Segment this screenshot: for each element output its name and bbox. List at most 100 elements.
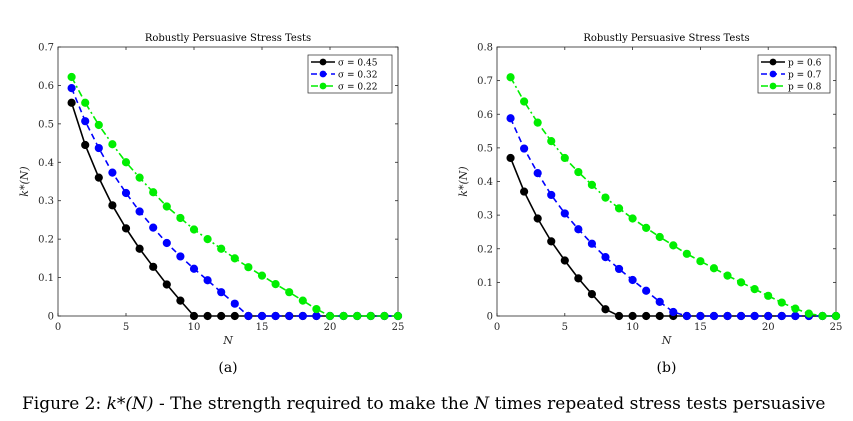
legend-label: p = 0.8 [788, 83, 822, 93]
y-axis-label: k*(N) [457, 166, 470, 196]
data-point [189, 264, 199, 273]
data-point [312, 311, 321, 321]
data-point [533, 214, 542, 223]
series-2 [506, 73, 841, 321]
series-line [70, 102, 398, 317]
data-point [353, 311, 362, 321]
data-point [764, 311, 773, 321]
legend-swatch-marker [319, 82, 327, 90]
data-point [162, 280, 171, 289]
y-axis-label: k*(N) [18, 166, 31, 196]
data-point [520, 144, 529, 153]
legend-swatch-marker [769, 70, 777, 78]
x-tick-label: 25 [830, 322, 843, 333]
data-point [244, 311, 253, 321]
data-point [736, 311, 746, 321]
data-point [709, 311, 719, 321]
data-point [203, 311, 212, 321]
data-point [121, 188, 131, 198]
caption-prefix: Figure 2: [22, 394, 107, 414]
data-point [135, 244, 144, 253]
x-axis-label: N [222, 334, 233, 347]
legend-swatch-marker [319, 70, 327, 78]
data-point [560, 256, 569, 265]
y-tick-label: 0.3 [477, 211, 493, 222]
data-point [149, 188, 158, 197]
data-point [81, 117, 90, 126]
data-point [547, 137, 556, 146]
data-point [587, 290, 597, 299]
data-point [149, 262, 158, 271]
data-point [642, 223, 651, 233]
caption-math: k*(N) [106, 394, 154, 414]
data-point [655, 311, 664, 321]
data-point [533, 118, 542, 127]
x-tick-label: 10 [188, 322, 201, 333]
y-tick-label: 0.6 [477, 110, 493, 121]
legend-swatch-marker [769, 82, 777, 90]
data-point [94, 173, 103, 182]
y-tick-label: 0 [487, 312, 493, 323]
data-point [696, 257, 705, 266]
figure-caption: Figure 2: k*(N) - The strength required … [22, 394, 825, 414]
caption-math-n: N [474, 394, 490, 414]
y-tick-label: 0.5 [38, 119, 54, 130]
x-tick-label: 20 [324, 322, 337, 333]
data-point [176, 213, 185, 223]
data-point [709, 264, 719, 273]
y-tick-label: 0.7 [477, 76, 493, 87]
data-point [655, 297, 664, 306]
data-point [614, 264, 624, 274]
series-line [509, 157, 836, 317]
data-point [506, 73, 515, 82]
data-point [601, 305, 610, 314]
data-point [81, 98, 90, 107]
data-point [230, 299, 239, 308]
data-point [149, 223, 158, 232]
data-point [574, 274, 583, 283]
data-point [176, 296, 185, 305]
series-line [70, 87, 398, 317]
data-point [791, 311, 800, 321]
data-point [271, 280, 280, 289]
y-tick-label: 0.7 [38, 43, 54, 54]
data-point [574, 167, 583, 177]
caption-middle: - The strength required to make the [153, 394, 475, 414]
data-point [628, 214, 637, 223]
data-point [81, 140, 90, 150]
data-point [67, 72, 76, 82]
panel-label: (a) [218, 360, 237, 376]
data-point [176, 252, 185, 261]
data-point [94, 143, 103, 153]
legend-swatch-marker [769, 58, 777, 66]
data-point [217, 244, 226, 253]
data-point [547, 237, 556, 246]
data-point [325, 311, 335, 321]
series-1 [67, 84, 403, 321]
legend-label: σ = 0.22 [338, 83, 377, 93]
data-point [244, 263, 253, 272]
data-point [162, 202, 171, 211]
data-point [135, 207, 144, 216]
data-point [628, 311, 637, 321]
data-point [533, 168, 542, 178]
x-tick-label: 0 [55, 322, 61, 333]
legend-swatch-marker [319, 58, 327, 66]
data-point [723, 311, 732, 321]
data-point [393, 311, 403, 321]
data-point [669, 307, 678, 317]
chart-panel-b: 0 5 10 15 20 25 0 0.1 0.2 0.3 0.4 0.5 0.6 0.7 0.8 Robus… [457, 33, 842, 376]
data-point [67, 98, 76, 107]
data-point [750, 285, 759, 294]
data-point [520, 97, 529, 106]
data-point [257, 271, 267, 280]
data-point [682, 249, 691, 258]
data-point [230, 311, 239, 321]
data-point [560, 153, 569, 163]
data-point [696, 311, 705, 321]
data-point [831, 311, 841, 321]
legend-label: σ = 0.45 [338, 59, 378, 69]
data-point [804, 309, 813, 318]
y-tick-label: 0.5 [477, 143, 493, 154]
data-point [108, 168, 117, 177]
